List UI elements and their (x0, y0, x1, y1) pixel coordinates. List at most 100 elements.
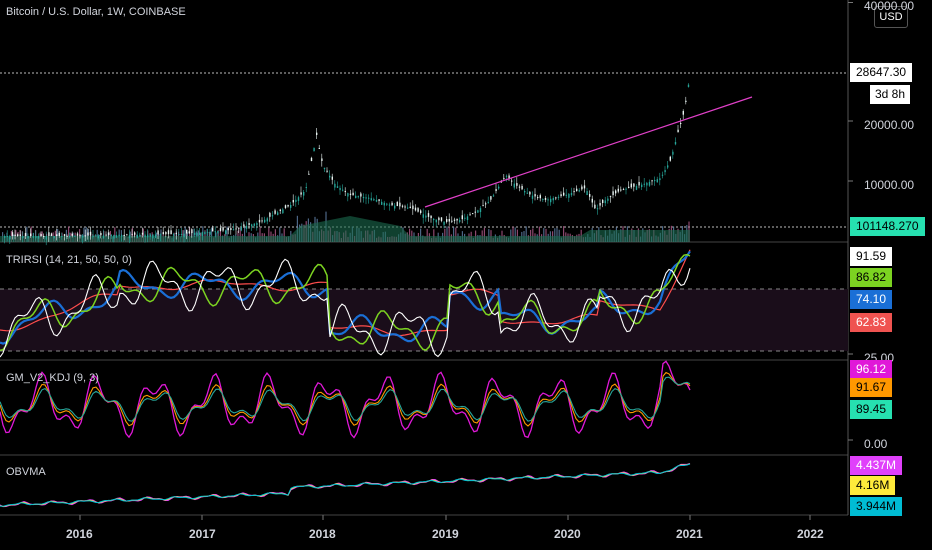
trendline (424, 96, 753, 208)
candle-body (175, 233, 177, 235)
candle-body (378, 199, 380, 201)
candle-body (95, 235, 97, 237)
volume-bar (268, 227, 270, 242)
volume-bar (545, 228, 547, 242)
candle-body (87, 232, 89, 236)
candle-body (282, 209, 284, 214)
volume-bar (525, 226, 527, 242)
candle-body (214, 231, 216, 233)
candle-body (308, 173, 310, 175)
candle-body (269, 212, 271, 217)
candle-body (131, 233, 133, 235)
candle-body (303, 192, 305, 196)
candle-body (446, 219, 448, 222)
time-axis-label: 2019 (432, 527, 459, 541)
candle-body (287, 204, 289, 207)
candle-body (667, 165, 669, 168)
trirsi-label: TRIRSI (14, 21, 50, 50, 0) (6, 254, 132, 266)
candle-body (560, 194, 562, 197)
candle-body (547, 199, 549, 201)
candle-body (37, 236, 40, 239)
candle-body (654, 180, 656, 182)
candle-body (82, 235, 84, 238)
candle-body (487, 201, 489, 203)
candle-body (656, 179, 658, 183)
candle-body (563, 192, 565, 196)
candle-body (43, 235, 45, 237)
candle-body (365, 197, 367, 199)
candle-body (326, 170, 328, 172)
candle-body (266, 218, 268, 222)
candle-body (76, 233, 79, 236)
candle-body (648, 181, 651, 186)
candle-body (329, 175, 331, 178)
volume-bar (554, 228, 556, 242)
candle-body (191, 229, 193, 234)
candle-body (170, 230, 172, 235)
candle-body (362, 196, 365, 199)
kdj-axis-label: 0.00 (864, 437, 888, 451)
candle-body (451, 220, 453, 222)
candle-body (456, 218, 458, 221)
obv-magenta-line (0, 462, 691, 508)
candle-body (513, 183, 515, 188)
candle-body (573, 191, 575, 193)
candle-body (134, 232, 136, 235)
candle-body (115, 235, 118, 238)
candle-body (264, 219, 266, 223)
time-axis-label: 2017 (189, 527, 216, 541)
candle-body (300, 192, 302, 195)
candle-body (79, 235, 81, 237)
volume-bar (96, 229, 98, 242)
candle-body (284, 205, 287, 208)
candle-body (482, 205, 484, 207)
candle-body (672, 151, 674, 155)
candle-body (433, 218, 435, 221)
volume-bar (543, 228, 545, 242)
rsi-green-line (0, 253, 691, 351)
candle-body (32, 236, 34, 238)
candle-body (438, 217, 440, 221)
candle-body (591, 198, 593, 203)
candle-body (113, 235, 115, 239)
volume-bar (455, 227, 457, 242)
currency-button[interactable]: USD (874, 6, 908, 28)
candle-body (297, 197, 300, 201)
volume-bar (563, 226, 565, 242)
volume-bar (530, 229, 532, 242)
candle-body (643, 183, 645, 185)
candle-body (386, 203, 388, 205)
candle-body (669, 156, 671, 161)
volume-bar (510, 229, 512, 242)
candle-body (219, 228, 222, 231)
volume-tag: 101148.270 (850, 217, 925, 236)
candle-body (251, 224, 253, 227)
candle-body (360, 193, 362, 197)
candle-body (638, 181, 640, 186)
obvma-value-tag: 3.944M (850, 497, 903, 516)
candle-body (178, 234, 180, 236)
candle-body (160, 234, 162, 236)
kdj-j-line (0, 376, 691, 422)
price-axis-label: 20000.00 (864, 118, 915, 132)
candle-body (24, 233, 27, 236)
candle-body (206, 231, 209, 233)
volume-bar (446, 226, 448, 242)
volume-bar (433, 229, 435, 242)
volume-bar (114, 227, 116, 242)
candle-body (232, 229, 235, 231)
candle-body (596, 208, 599, 210)
candle-body (147, 234, 149, 238)
candle-body (375, 200, 378, 202)
candle-body (381, 201, 383, 205)
candle-body (630, 183, 632, 188)
volume-ma-area (0, 216, 690, 242)
candle-body (89, 231, 92, 236)
volume-bar (189, 227, 191, 242)
kdj-k-line (0, 360, 691, 439)
rsi-red-line (0, 249, 691, 337)
candle-body (84, 235, 86, 237)
candle-body (612, 191, 614, 196)
candle-body (6, 236, 8, 238)
